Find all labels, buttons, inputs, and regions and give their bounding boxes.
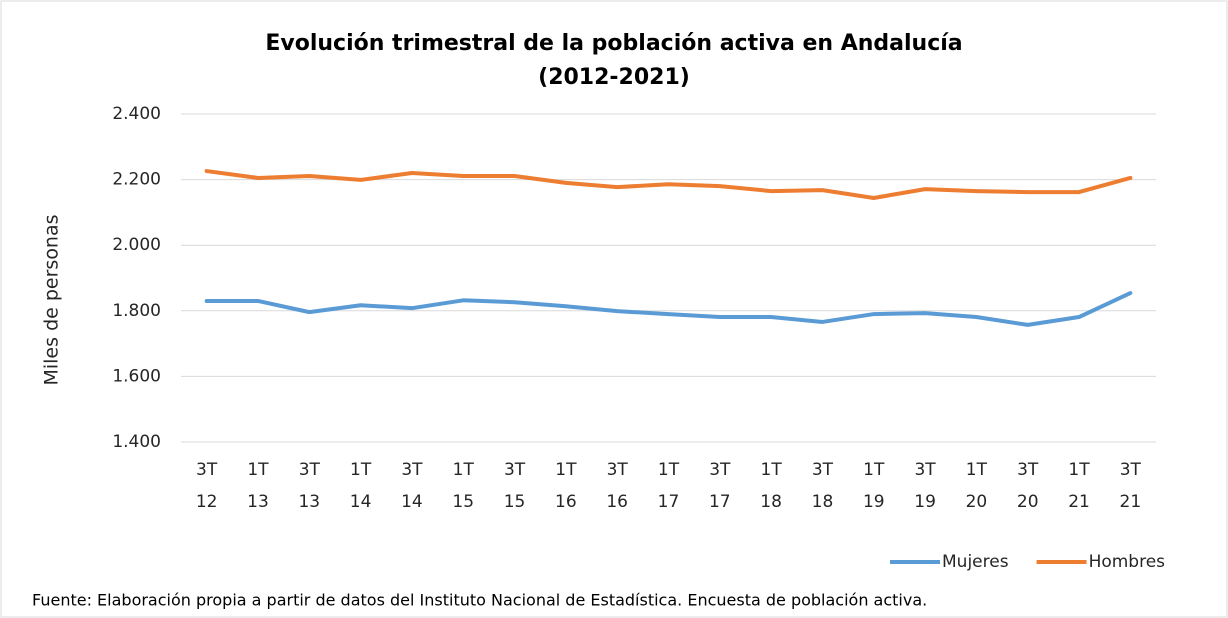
x-tick-label-line: 3T xyxy=(812,460,834,480)
x-tick-label: 3T 21 xyxy=(1120,460,1142,512)
x-tick-label-line: 1T xyxy=(761,460,783,480)
x-tick-label-line: 1T xyxy=(966,460,988,480)
x-tick-label-line: 13 xyxy=(247,492,269,512)
x-tick-label-line: 13 xyxy=(298,492,320,512)
x-tick-label-line: 19 xyxy=(914,492,936,512)
chart-title: Evolución trimestral de la población act… xyxy=(265,31,962,56)
x-tick-label-line: 3T xyxy=(196,460,218,480)
x-tick-label-line: 3T xyxy=(299,460,321,480)
x-tick-label: 3T 18 xyxy=(812,460,834,512)
x-tick-label-line: 1T xyxy=(863,460,885,480)
x-tick-label-line: 3T xyxy=(401,460,423,480)
x-tick-label-line: 12 xyxy=(196,492,218,512)
x-tick-label-line: 3T xyxy=(504,460,526,480)
x-tick-label-line: 3T xyxy=(607,460,629,480)
x-tick-label: 3T 16 xyxy=(606,460,628,512)
x-tick-label: 1T 14 xyxy=(350,460,372,512)
x-tick-label: 1T 21 xyxy=(1068,460,1090,512)
x-tick-label: 1T 19 xyxy=(863,460,885,512)
x-tick-label-line: 1T xyxy=(658,460,680,480)
y-axis-label: Miles de personas xyxy=(41,214,63,385)
x-tick-label: 1T 18 xyxy=(760,460,782,512)
y-tick-label: 1.800 xyxy=(112,301,161,321)
x-tick-label-line: 1T xyxy=(555,460,577,480)
x-tick-label: 3T 13 xyxy=(298,460,320,512)
x-tick-label-line: 18 xyxy=(760,492,782,512)
x-tick-label-line: 21 xyxy=(1068,492,1090,512)
x-tick-label: 3T 15 xyxy=(504,460,526,512)
x-tick-label-line: 16 xyxy=(606,492,628,512)
x-tick-label-line: 3T xyxy=(1017,460,1039,480)
y-tick-label: 2.200 xyxy=(112,170,161,190)
x-tick-label-line: 3T xyxy=(709,460,731,480)
series-line xyxy=(204,169,1133,200)
source-note: Fuente: Elaboración propia a partir de d… xyxy=(32,591,927,610)
legend-label: Mujeres xyxy=(942,552,1009,572)
y-tick-label: 2.000 xyxy=(112,235,161,255)
x-tick-label-line: 20 xyxy=(966,492,988,512)
x-tick-label: 1T 16 xyxy=(555,460,577,512)
x-tick-label-line: 19 xyxy=(863,492,885,512)
chart-title: (2012-2021) xyxy=(538,65,690,90)
x-tick-label: 1T 13 xyxy=(247,460,269,512)
x-tick-label-line: 15 xyxy=(504,492,526,512)
x-tick-label-line: 1T xyxy=(350,460,372,480)
x-tick-label-line: 15 xyxy=(452,492,474,512)
legend-label: Hombres xyxy=(1089,552,1166,572)
x-tick-label: 3T 12 xyxy=(196,460,218,512)
x-tick-label-line: 16 xyxy=(555,492,577,512)
x-tick-label-line: 14 xyxy=(350,492,372,512)
x-tick-label-line: 18 xyxy=(812,492,834,512)
x-tick-label-line: 3T xyxy=(914,460,936,480)
x-tick-label-line: 1T xyxy=(247,460,269,480)
x-tick-label-line: 20 xyxy=(1017,492,1039,512)
x-tick-label: 1T 15 xyxy=(452,460,474,512)
x-tick-label: 3T 14 xyxy=(401,460,423,512)
y-tick-label: 1.600 xyxy=(112,366,161,386)
x-tick-label-line: 17 xyxy=(658,492,680,512)
x-tick-label: 1T 20 xyxy=(966,460,988,512)
x-tick-label-line: 1T xyxy=(1068,460,1090,480)
x-tick-label-line: 17 xyxy=(709,492,731,512)
y-tick-label: 2.400 xyxy=(112,104,161,124)
x-tick-label-line: 21 xyxy=(1120,492,1142,512)
series-line xyxy=(204,291,1133,327)
x-tick-label: 3T 17 xyxy=(709,460,731,512)
x-tick-label-line: 1T xyxy=(453,460,475,480)
x-tick-label-line: 14 xyxy=(401,492,423,512)
x-tick-label-line: 3T xyxy=(1120,460,1142,480)
x-tick-label: 1T 17 xyxy=(658,460,680,512)
x-tick-label: 3T 20 xyxy=(1017,460,1039,512)
x-tick-label: 3T 19 xyxy=(914,460,936,512)
y-tick-label: 1.400 xyxy=(112,432,161,452)
